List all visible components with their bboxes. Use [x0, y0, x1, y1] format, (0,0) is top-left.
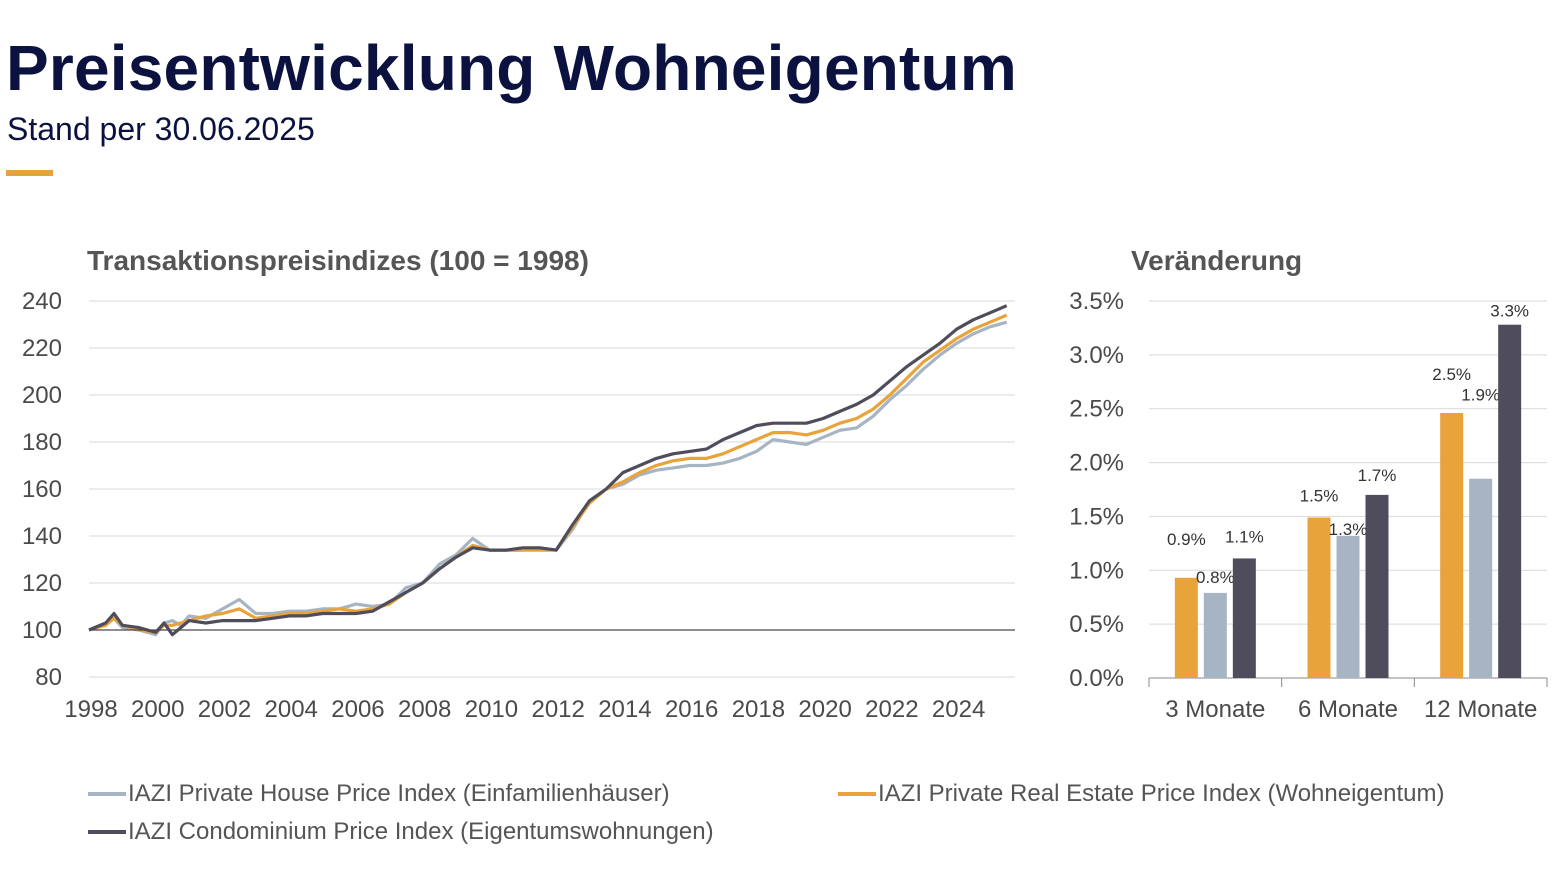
legend-swatch: [88, 830, 126, 834]
x-tick-label: 2020: [798, 696, 851, 723]
category-label: 3 Monate: [1165, 696, 1265, 723]
data-label: 1.5%: [1300, 487, 1339, 506]
y-tick-label: 3.5%: [1069, 288, 1124, 315]
y-tick-label: 200: [22, 382, 62, 409]
x-tick-label: 2008: [398, 696, 451, 723]
x-tick-label: 2016: [665, 696, 718, 723]
page-subtitle: Stand per 30.06.2025: [7, 111, 315, 147]
x-tick-label: 1998: [64, 696, 117, 723]
y-tick-label: 2.0%: [1069, 450, 1124, 477]
data-label: 1.3%: [1329, 520, 1368, 539]
x-tick-label: 2006: [331, 696, 384, 723]
y-tick-label: 1.0%: [1069, 557, 1124, 584]
line-chart-title: Transaktionspreisindizes (100 = 1998): [87, 245, 589, 276]
x-tick-label: 2018: [732, 696, 785, 723]
bar: [1307, 517, 1331, 678]
bar: [1469, 478, 1493, 678]
data-label: 3.3%: [1490, 302, 1529, 321]
y-tick-label: 160: [22, 476, 62, 503]
x-tick-label: 2024: [932, 696, 985, 723]
data-label: 1.9%: [1461, 386, 1500, 405]
bar: [1232, 558, 1256, 678]
bar: [1365, 494, 1389, 678]
category-label: 12 Monate: [1424, 696, 1537, 723]
data-label: 0.9%: [1167, 530, 1206, 549]
x-tick-label: 2014: [598, 696, 651, 723]
line-chart: 80 100 120 140 160 180 200 220 240 1998 2000 2002 20…: [22, 288, 1015, 723]
x-tick-label: 2022: [865, 696, 918, 723]
y-tick-label: 0.0%: [1069, 665, 1124, 692]
x-tick-label: 2000: [131, 696, 184, 723]
y-tick-label: 1.5%: [1069, 503, 1124, 530]
series-line: [88, 320, 1008, 637]
legend-item-real-estate: IAZI Private Real Estate Price Index (Wo…: [838, 782, 1444, 806]
data-label: 2.5%: [1432, 365, 1471, 384]
category-label: 6 Monate: [1298, 696, 1398, 723]
data-label: 1.1%: [1225, 527, 1264, 546]
y-tick-label: 240: [22, 288, 62, 315]
x-tick-label: 2002: [198, 696, 251, 723]
bar: [1203, 592, 1227, 678]
x-tick-label: 2004: [265, 696, 318, 723]
legend-label: IAZI Condominium Price Index (Eigentumsw…: [128, 818, 714, 845]
bar: [1336, 535, 1360, 678]
y-tick-label: 0.5%: [1069, 611, 1124, 638]
series-line: [88, 304, 1008, 637]
y-tick-label: 120: [22, 570, 62, 597]
legend-item-condominium: IAZI Condominium Price Index (Eigentumsw…: [88, 820, 714, 844]
bar: [1440, 413, 1464, 678]
legend-swatch: [838, 792, 876, 796]
legend-item-house: IAZI Private House Price Index (Einfamil…: [88, 782, 670, 806]
legend-label: IAZI Private House Price Index (Einfamil…: [128, 780, 670, 807]
y-tick-label: 180: [22, 429, 62, 456]
y-tick-label: 100: [22, 617, 62, 644]
page-title: Preisentwicklung Wohneigentum: [6, 32, 1017, 104]
bar-chart: 0.0% 0.5% 1.0% 1.5% 2.0% 2.5% 3.0% 3.5% 3 Monate…: [1069, 288, 1548, 723]
y-tick-label: 3.0%: [1069, 342, 1124, 369]
data-label: 0.8%: [1196, 568, 1235, 587]
bar: [1498, 324, 1522, 678]
y-tick-label: 220: [22, 335, 62, 362]
y-tick-label: 140: [22, 523, 62, 550]
bar-chart-title: Veränderung: [1131, 245, 1303, 276]
y-tick-label: 2.5%: [1069, 396, 1124, 423]
accent-rule: [6, 170, 53, 176]
bar: [1174, 577, 1198, 678]
legend-swatch: [88, 792, 126, 796]
y-tick-label: 80: [35, 664, 62, 691]
legend-label: IAZI Private Real Estate Price Index (Wo…: [878, 780, 1445, 807]
series-line: [88, 313, 1008, 634]
x-tick-label: 2010: [465, 696, 518, 723]
x-tick-label: 2012: [531, 696, 584, 723]
data-label: 1.7%: [1358, 466, 1397, 485]
